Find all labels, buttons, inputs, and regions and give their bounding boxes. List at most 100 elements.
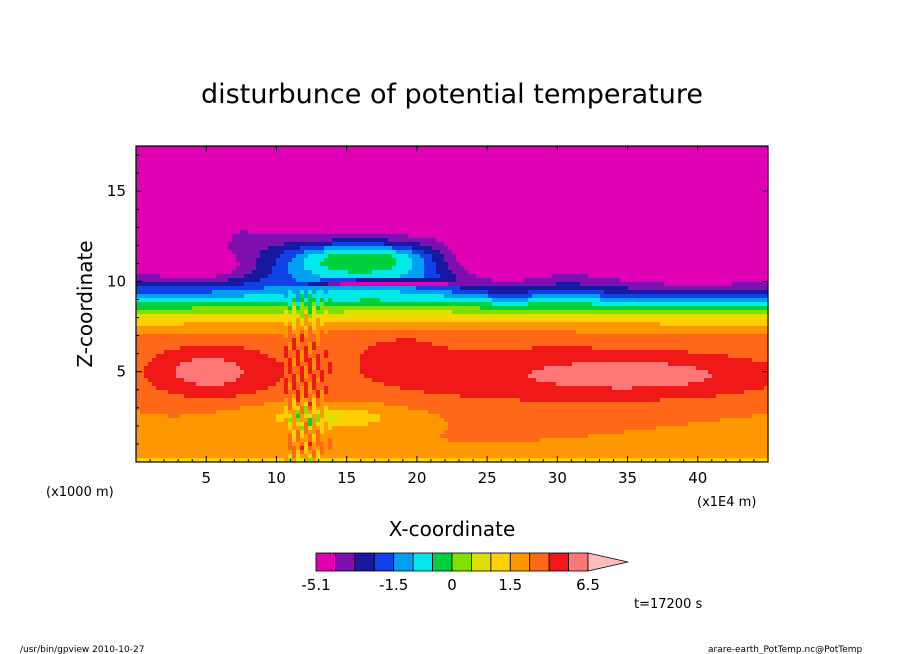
field-cell	[716, 178, 721, 183]
field-cell	[264, 218, 269, 223]
field-cell	[192, 270, 197, 275]
field-cell	[260, 154, 265, 159]
field-cell	[164, 258, 169, 263]
field-cell	[648, 166, 653, 171]
field-cell	[256, 170, 261, 175]
field-cell	[516, 214, 521, 219]
field-cell	[560, 202, 565, 207]
field-cell	[520, 178, 525, 183]
field-cell	[732, 186, 737, 191]
field-cell	[676, 266, 681, 271]
field-cell	[252, 198, 257, 203]
field-cell	[544, 254, 549, 259]
field-cell	[532, 210, 537, 215]
field-cell	[528, 234, 533, 239]
field-cell	[640, 178, 645, 183]
field-cell	[712, 234, 717, 239]
field-cell	[504, 242, 509, 247]
field-cell	[488, 178, 493, 183]
field-cell	[560, 206, 565, 211]
field-cell	[148, 202, 153, 207]
field-cell	[528, 230, 533, 235]
field-cell	[692, 182, 697, 187]
field-cell	[160, 238, 165, 243]
field-cell	[764, 150, 769, 155]
field-cell	[348, 206, 353, 211]
field-cell	[404, 206, 409, 211]
field-cell	[672, 210, 677, 215]
field-cell	[640, 206, 645, 211]
field-cell	[236, 190, 241, 195]
field-cell	[484, 186, 489, 191]
field-cell	[444, 210, 449, 215]
field-cell	[536, 246, 541, 251]
field-cell	[512, 198, 517, 203]
field-cell	[744, 206, 749, 211]
field-cell	[592, 178, 597, 183]
field-cell	[572, 254, 577, 259]
field-cell	[240, 146, 245, 151]
field-cell	[156, 214, 161, 219]
field-cell	[440, 226, 445, 231]
field-cell	[540, 202, 545, 207]
field-cell	[404, 234, 409, 239]
field-cell	[756, 214, 761, 219]
field-cell	[460, 190, 465, 195]
field-cell	[716, 166, 721, 171]
field-cell	[656, 178, 661, 183]
field-cell	[684, 182, 689, 187]
field-cell	[428, 190, 433, 195]
field-cell	[724, 174, 729, 179]
field-cell	[276, 246, 281, 251]
field-cell	[412, 222, 417, 227]
field-cell	[348, 154, 353, 159]
field-cell	[648, 214, 653, 219]
field-cell	[616, 190, 621, 195]
field-cell	[560, 222, 565, 227]
field-cell	[444, 258, 449, 263]
field-cell	[232, 214, 237, 219]
field-cell	[280, 230, 285, 235]
field-cell	[636, 154, 641, 159]
field-cell	[388, 198, 393, 203]
field-cell	[284, 154, 289, 159]
field-cell	[164, 190, 169, 195]
field-cell	[700, 170, 705, 175]
field-cell	[228, 210, 233, 215]
field-cell	[260, 186, 265, 191]
field-cell	[716, 202, 721, 207]
field-cell	[636, 170, 641, 175]
field-cell	[200, 162, 205, 167]
field-cell	[376, 258, 381, 263]
field-cell	[424, 202, 429, 207]
field-cell	[740, 206, 745, 211]
field-cell	[188, 206, 193, 211]
field-cell	[280, 166, 285, 171]
field-cell	[708, 182, 713, 187]
field-cell	[648, 206, 653, 211]
field-cell	[720, 218, 725, 223]
field-cell	[456, 182, 461, 187]
field-cell	[488, 218, 493, 223]
field-cell	[744, 174, 749, 179]
field-cell	[712, 238, 717, 243]
field-cell	[136, 154, 141, 159]
field-cell	[184, 266, 189, 271]
field-cell	[160, 178, 165, 183]
field-cell	[584, 146, 589, 151]
field-cell	[596, 254, 601, 259]
field-cell	[744, 190, 749, 195]
field-cell	[256, 210, 261, 215]
field-cell	[544, 230, 549, 235]
field-cell	[396, 218, 401, 223]
field-cell	[368, 182, 373, 187]
field-cell	[252, 182, 257, 187]
field-cell	[632, 266, 637, 271]
field-cell	[688, 238, 693, 243]
field-cell	[236, 218, 241, 223]
field-cell	[304, 230, 309, 235]
field-cell	[252, 234, 257, 239]
field-cell	[396, 222, 401, 227]
field-cell	[672, 198, 677, 203]
field-cell	[512, 150, 517, 155]
